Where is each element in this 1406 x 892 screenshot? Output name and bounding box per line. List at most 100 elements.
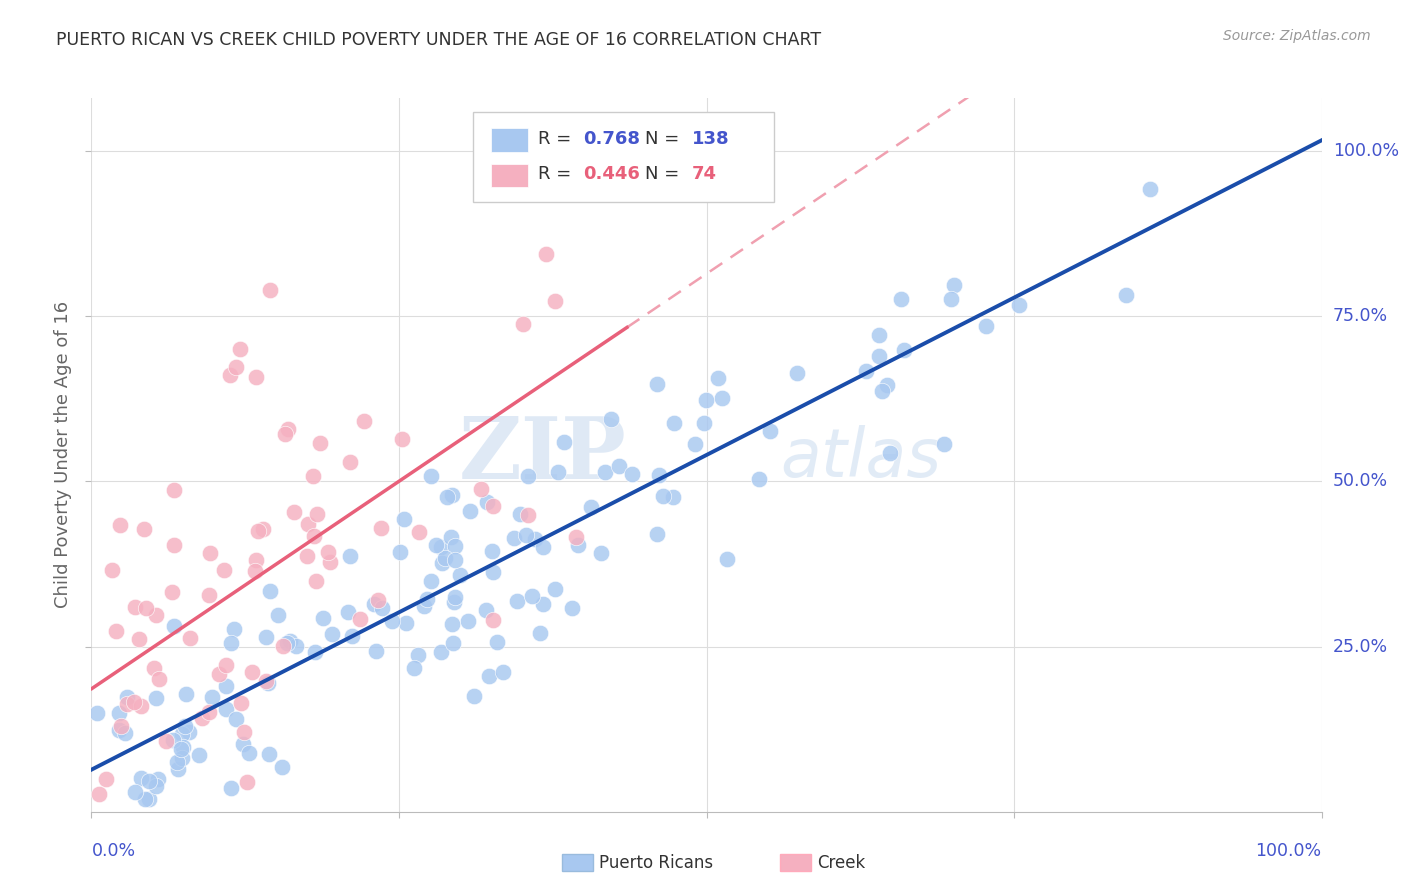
Point: [470, 482, 492, 496]
Point: [890, 292, 912, 306]
Point: [148, 673, 170, 687]
Point: [319, 555, 342, 569]
Point: [974, 319, 997, 334]
Point: [170, 726, 193, 740]
Point: [534, 247, 557, 261]
Point: [243, 564, 266, 578]
Point: [87, 787, 110, 801]
Point: [236, 775, 259, 789]
Point: [879, 446, 901, 460]
Point: [267, 608, 290, 623]
Point: [307, 508, 329, 522]
Point: [232, 725, 254, 739]
Point: [283, 505, 305, 519]
Point: [475, 603, 498, 617]
Bar: [491, 164, 529, 187]
Point: [876, 377, 898, 392]
Point: [128, 816, 150, 830]
Point: [138, 773, 160, 788]
Point: [349, 612, 371, 626]
Text: N =: N =: [645, 130, 685, 148]
Point: [143, 661, 166, 675]
FancyBboxPatch shape: [472, 112, 775, 202]
Point: [371, 601, 394, 615]
Point: [485, 634, 508, 648]
Point: [114, 726, 136, 740]
Text: 75.0%: 75.0%: [1333, 307, 1388, 326]
Point: [312, 611, 335, 625]
Point: [381, 614, 404, 628]
Point: [308, 436, 330, 450]
Text: 74: 74: [692, 166, 717, 184]
Point: [245, 370, 267, 384]
Point: [238, 746, 260, 760]
Point: [503, 532, 526, 546]
Point: [276, 635, 298, 649]
Point: [645, 527, 668, 541]
Point: [406, 648, 429, 662]
Point: [254, 630, 277, 644]
Point: [115, 690, 138, 705]
Point: [274, 426, 297, 441]
Point: [86, 706, 108, 720]
Point: [219, 636, 242, 650]
Bar: [491, 128, 529, 152]
Point: [232, 737, 254, 751]
Text: PUERTO RICAN VS CREEK CHILD POVERTY UNDER THE AGE OF 16 CORRELATION CHART: PUERTO RICAN VS CREEK CHILD POVERTY UNDE…: [56, 31, 821, 49]
Point: [420, 468, 443, 483]
Point: [229, 696, 252, 710]
Point: [170, 750, 193, 764]
Point: [214, 563, 236, 577]
Point: [436, 490, 458, 504]
Point: [285, 639, 308, 653]
Point: [301, 469, 323, 483]
Point: [115, 697, 138, 711]
Point: [135, 601, 157, 615]
Point: [174, 688, 197, 702]
Text: 25.0%: 25.0%: [1333, 638, 1388, 656]
Point: [942, 277, 965, 292]
Point: [1115, 288, 1137, 302]
Point: [1007, 298, 1029, 312]
Point: [520, 590, 543, 604]
Point: [512, 318, 534, 332]
Point: [492, 665, 515, 680]
Point: [124, 785, 146, 799]
Point: [531, 598, 554, 612]
Point: [257, 675, 280, 690]
Point: [430, 540, 453, 554]
Point: [100, 563, 122, 577]
Point: [128, 632, 150, 646]
Point: [868, 349, 890, 363]
Point: [105, 624, 128, 639]
Point: [716, 552, 738, 566]
Point: [482, 613, 505, 627]
Point: [561, 601, 583, 615]
Point: [870, 384, 893, 398]
Point: [482, 566, 505, 580]
Point: [353, 414, 375, 428]
Point: [370, 521, 392, 535]
Point: [257, 747, 280, 761]
Point: [162, 732, 184, 747]
Point: [124, 600, 146, 615]
Point: [259, 283, 281, 297]
Text: 100.0%: 100.0%: [1333, 142, 1399, 160]
Point: [198, 705, 221, 719]
Text: Puerto Ricans: Puerto Ricans: [599, 854, 713, 871]
Point: [1139, 182, 1161, 196]
Point: [616, 178, 638, 192]
Point: [363, 598, 385, 612]
Point: [481, 544, 503, 558]
Point: [225, 712, 247, 726]
Point: [129, 698, 152, 713]
Point: [242, 665, 264, 680]
Text: Creek: Creek: [817, 854, 865, 871]
Point: [245, 553, 267, 567]
Point: [201, 690, 224, 704]
Point: [167, 762, 190, 776]
Point: [506, 593, 529, 607]
Point: [339, 549, 361, 563]
Point: [215, 702, 238, 716]
Text: R =: R =: [538, 130, 576, 148]
